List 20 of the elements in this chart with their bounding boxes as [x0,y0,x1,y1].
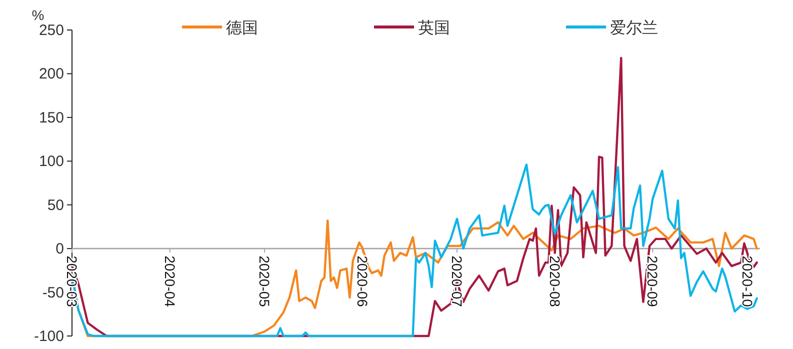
x-tick-label: 2020-10 [739,256,756,308]
y-axis-title: % [32,7,44,23]
x-tick-label: 2020-06 [354,256,370,308]
x-tick-label: 2020-05 [256,256,273,308]
y-tick-label: -50 [42,284,64,302]
legend-label: 英国 [418,19,450,37]
x-tick-label: 2020-03 [64,256,80,308]
y-tick-label: -100 [34,328,64,345]
legend-label: 爱尔兰 [610,19,658,37]
y-tick-label: 50 [47,196,64,214]
y-tick-label: 250 [38,22,64,39]
y-tick-label: 100 [38,153,64,170]
y-tick-label: 0 [56,240,64,258]
y-tick-label: 150 [38,109,64,126]
x-tick-label: 2020-04 [162,256,178,308]
x-tick-label: 2020-09 [644,256,661,308]
x-tick-label: 2020-08 [546,256,563,308]
y-tick-label: 200 [38,66,64,83]
legend-label: 德国 [226,20,258,37]
x-tick-label: 2020-07 [449,256,466,308]
